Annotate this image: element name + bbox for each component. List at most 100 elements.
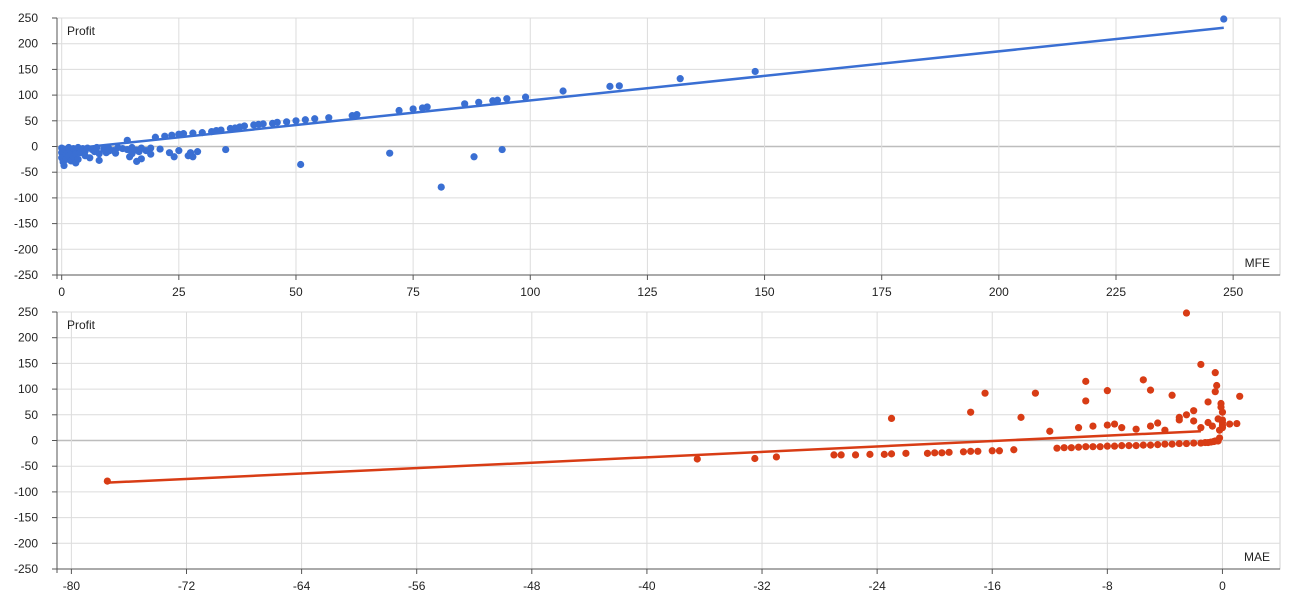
trendline (61, 26, 1224, 151)
data-point (198, 129, 206, 137)
data-point (1236, 392, 1244, 400)
data-point (283, 118, 291, 126)
trendline (107, 429, 1201, 484)
data-point (615, 82, 623, 90)
data-point (1182, 309, 1191, 317)
y-tick-label: 250 (18, 305, 38, 319)
data-point (521, 93, 530, 101)
data-point (240, 122, 249, 130)
data-point (1146, 441, 1155, 449)
data-point (974, 447, 982, 455)
data-point (1110, 442, 1119, 450)
data-point (1233, 419, 1241, 428)
data-point (1168, 391, 1176, 399)
y-tick-label: -200 (14, 536, 38, 550)
data-point (93, 143, 101, 152)
x-tick-label: 150 (755, 285, 775, 296)
data-point (1067, 444, 1075, 452)
data-point (395, 106, 403, 115)
data-point (1010, 446, 1018, 454)
data-point (880, 450, 888, 458)
y-tick-label: 100 (18, 382, 38, 396)
y-tick-label: -50 (21, 459, 39, 473)
data-point (1154, 441, 1162, 449)
data-points (103, 309, 1244, 485)
data-point (887, 414, 896, 422)
data-point (995, 447, 1004, 455)
data-point (1211, 369, 1219, 377)
mfe-profit-chart: 250 200 150 100 50 0 -50 -100 -150 -200 -250 0 25 50 7… (14, 11, 1281, 296)
data-point (179, 130, 188, 138)
x-tick-label: -40 (638, 579, 656, 593)
data-point (470, 153, 478, 161)
data-point (902, 449, 910, 457)
data-point (259, 120, 267, 128)
data-point (988, 447, 996, 455)
data-point (461, 100, 469, 108)
y-tick-label: -150 (14, 217, 38, 231)
data-point (1161, 426, 1169, 434)
data-point (1074, 424, 1083, 432)
data-point (137, 155, 145, 163)
x-axis-label: MAE (1244, 550, 1270, 564)
data-point (123, 136, 131, 144)
data-point (353, 111, 361, 119)
data-point (606, 82, 614, 90)
x-tick-label: 250 (1223, 285, 1243, 296)
data-point (60, 161, 68, 170)
data-point (193, 148, 202, 156)
data-point (156, 145, 164, 153)
data-point (938, 449, 946, 457)
y-axis-label: Profit (67, 318, 96, 332)
data-point (189, 129, 197, 137)
data-point (959, 448, 968, 456)
data-point (151, 133, 160, 141)
y-tick-label: -50 (21, 165, 39, 179)
x-tick-label: 0 (1219, 579, 1226, 593)
data-point (74, 155, 82, 163)
y-tick-label: 0 (31, 140, 38, 154)
data-point (693, 455, 701, 463)
data-point (103, 477, 111, 485)
grid (56, 311, 1281, 570)
x-tick-label: -64 (293, 579, 311, 593)
data-point (1060, 444, 1068, 452)
data-point (772, 453, 781, 461)
data-point (1110, 420, 1119, 428)
y-tick-label: 200 (18, 37, 38, 51)
data-point (498, 145, 506, 154)
x-tick-label: 225 (1106, 285, 1126, 296)
data-point (217, 126, 225, 134)
data-point (1082, 397, 1090, 405)
data-point (923, 449, 932, 457)
data-point (292, 117, 300, 125)
data-points (58, 15, 1228, 191)
data-point (751, 454, 759, 463)
x-tick-label: -72 (178, 579, 196, 593)
data-point (475, 98, 483, 106)
data-point (1118, 442, 1126, 450)
data-point (1161, 440, 1169, 448)
y-tick-label: 150 (18, 62, 38, 76)
data-point (830, 451, 838, 459)
data-point (189, 153, 197, 161)
x-tick-label: 25 (172, 285, 186, 296)
data-point (1139, 376, 1147, 384)
data-point (1190, 439, 1198, 447)
tick-labels: 250 200 150 100 50 0 -50 -100 -150 -200 -250 0 25 50 7… (14, 11, 1244, 296)
data-point (168, 131, 176, 139)
data-point (851, 451, 860, 459)
data-point (86, 154, 94, 162)
y-tick-label: -250 (14, 562, 38, 576)
data-point (1226, 420, 1234, 428)
data-point (1118, 424, 1126, 432)
data-point (1103, 421, 1111, 429)
data-point (1190, 407, 1198, 415)
data-point (1089, 422, 1097, 430)
data-point (437, 183, 445, 191)
y-tick-label: 50 (25, 408, 39, 422)
x-tick-label: -32 (753, 579, 771, 593)
data-point (945, 448, 953, 456)
